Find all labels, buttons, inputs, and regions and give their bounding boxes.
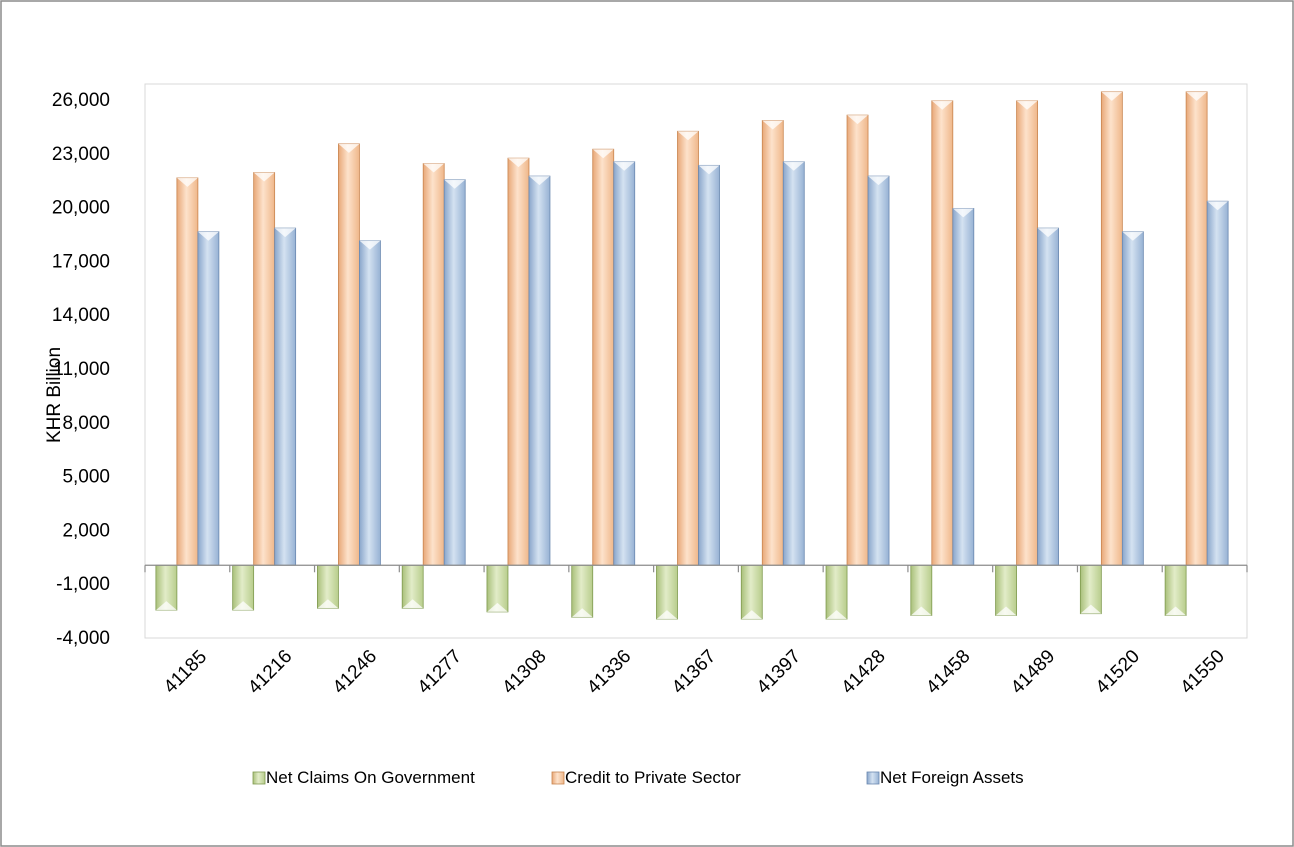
bar-net-foreign-assets: [613, 161, 636, 566]
bar-net-foreign-assets: [1121, 231, 1144, 566]
y-axis-title: KHR Billion: [44, 347, 65, 443]
bar-net-claims-on-government: [740, 564, 763, 620]
x-axis-ticks: [144, 565, 1248, 573]
bar-net-claims-on-government: [486, 564, 509, 613]
legend-swatch: [551, 771, 565, 785]
bar-credit-to-private-sector: [1185, 91, 1208, 566]
bar-net-claims-on-government: [910, 564, 933, 616]
bar-net-claims-on-government: [232, 564, 255, 611]
bar-credit-to-private-sector: [931, 100, 954, 566]
y-tick-label: 17,000: [52, 251, 110, 272]
y-tick-label: 14,000: [52, 305, 110, 326]
bar-credit-to-private-sector: [677, 130, 699, 566]
legend-label: Credit to Private Sector: [565, 768, 741, 787]
bar-net-claims-on-government: [401, 564, 424, 609]
y-tick-label: 8,000: [62, 413, 110, 434]
bar-net-foreign-assets: [1037, 227, 1059, 566]
legend-item: Net Claims On Government: [252, 768, 475, 787]
legend: Net Claims On Government Credit to Privat…: [252, 768, 1024, 787]
y-tick-label: 11,000: [53, 359, 110, 380]
legend-swatch: [252, 771, 266, 785]
legend-item: Net Foreign Assets: [866, 768, 1024, 787]
y-tick-label: 2,000: [62, 520, 110, 541]
legend-label: Net Claims On Government: [266, 768, 475, 787]
bar-credit-to-private-sector: [1100, 91, 1123, 566]
bar-credit-to-private-sector: [507, 157, 530, 566]
bar-credit-to-private-sector: [176, 177, 199, 566]
bar-net-foreign-assets: [782, 161, 805, 566]
bar-net-foreign-assets: [528, 175, 551, 566]
legend-item: Credit to Private Sector: [551, 768, 741, 787]
y-tick-label: -1,000: [56, 574, 110, 595]
bar-credit-to-private-sector: [1016, 100, 1038, 566]
bar-net-foreign-assets: [197, 231, 220, 566]
bar-net-foreign-assets: [443, 179, 466, 566]
bar-net-claims-on-government: [656, 564, 678, 620]
bar-net-claims-on-government: [995, 564, 1017, 616]
bar-net-foreign-assets: [952, 207, 975, 566]
bar-credit-to-private-sector: [846, 114, 869, 566]
y-axis-labels: -4,000 -1,000 2,000 5,000 8,000 11,000 14,000 1…: [52, 90, 110, 649]
bar-net-claims-on-government: [825, 564, 848, 620]
bars-layer: [155, 91, 1229, 620]
bar-net-claims-on-government: [155, 564, 178, 611]
bar-credit-to-private-sector: [761, 120, 784, 566]
bar-credit-to-private-sector: [338, 143, 360, 566]
y-tick-label: 26,000: [52, 90, 110, 111]
bar-credit-to-private-sector: [253, 172, 276, 566]
legend-swatch: [866, 771, 880, 785]
y-tick-label: 20,000: [52, 198, 110, 219]
bar-net-foreign-assets: [698, 164, 720, 566]
y-tick-label: 5,000: [62, 467, 110, 488]
bar-credit-to-private-sector: [422, 163, 445, 566]
bar-net-claims-on-government: [1079, 564, 1102, 615]
bar-net-claims-on-government: [317, 564, 339, 609]
bar-credit-to-private-sector: [592, 148, 615, 566]
bar-net-foreign-assets: [867, 175, 890, 566]
bar-net-foreign-assets: [359, 240, 381, 566]
bar-net-claims-on-government: [1164, 564, 1187, 616]
bar-net-claims-on-government: [571, 564, 594, 618]
legend-label: Net Foreign Assets: [880, 768, 1024, 787]
bar-net-foreign-assets: [274, 227, 297, 566]
y-tick-label: -4,000: [56, 628, 110, 649]
bar-net-foreign-assets: [1206, 200, 1229, 566]
y-tick-label: 23,000: [52, 144, 110, 165]
